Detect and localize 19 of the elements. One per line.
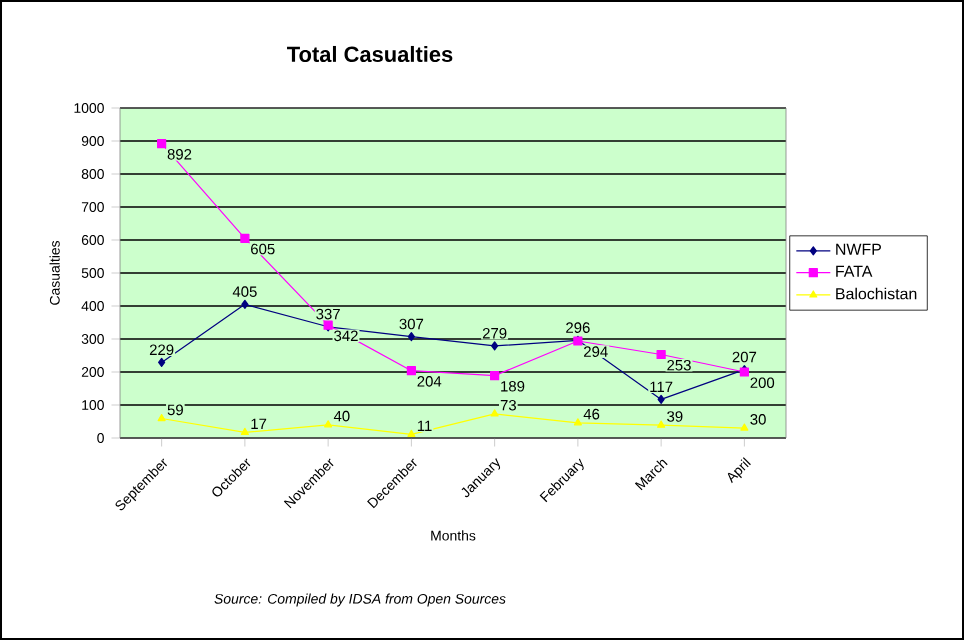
point bbox=[157, 139, 167, 149]
point bbox=[240, 427, 249, 435]
point bbox=[241, 299, 249, 309]
point bbox=[657, 420, 666, 428]
chart-title: Total Casualties bbox=[287, 45, 453, 63]
point bbox=[407, 429, 416, 437]
point bbox=[324, 420, 333, 428]
point bbox=[490, 371, 500, 381]
point bbox=[490, 409, 499, 417]
point bbox=[740, 423, 749, 431]
point bbox=[573, 418, 582, 426]
point bbox=[656, 349, 666, 360]
point bbox=[157, 413, 166, 422]
point bbox=[240, 233, 250, 243]
point bbox=[491, 341, 499, 351]
point bbox=[407, 332, 415, 342]
point bbox=[158, 357, 166, 368]
point bbox=[657, 394, 665, 404]
point bbox=[406, 366, 416, 376]
